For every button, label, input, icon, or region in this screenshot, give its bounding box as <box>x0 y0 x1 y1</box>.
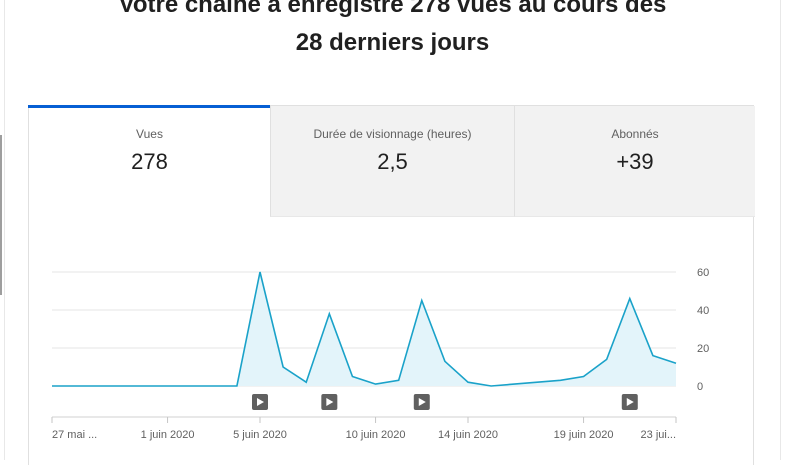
headline-line-1: Votre chaîne a enregistré 278 vues au co… <box>118 0 667 18</box>
y-tick-label: 20 <box>697 343 709 355</box>
views-line <box>52 271 677 387</box>
video-marker-icon[interactable] <box>621 394 638 410</box>
y-tick-label: 60 <box>697 267 709 279</box>
video-marker-icon[interactable] <box>413 394 430 410</box>
headline-line-2: 28 derniers jours <box>295 29 490 56</box>
video-marker-icon[interactable] <box>321 394 338 410</box>
scroll-indicator <box>0 135 2 295</box>
play-icon <box>418 398 426 406</box>
y-tick-label: 40 <box>697 305 709 317</box>
tab-watch-time-label: Durée de visionnage (heures) <box>313 127 472 141</box>
y-tick-label: 0 <box>697 381 703 393</box>
x-tick-label: 5 juin 2020 <box>233 429 287 441</box>
play-icon <box>326 398 334 406</box>
x-tick-label: 19 juin 2020 <box>554 429 614 441</box>
tab-watch-time-value: 2,5 <box>377 149 408 174</box>
tab-subscribers-label: Abonnés <box>611 127 659 141</box>
frame-border-right <box>780 0 781 460</box>
tab-subscribers[interactable]: Abonnés +39 <box>514 106 755 217</box>
tab-watch-time[interactable]: Durée de visionnage (heures) 2,5 <box>270 106 514 217</box>
x-tick-label: 23 jui... <box>641 429 676 441</box>
views-area <box>52 272 676 386</box>
tab-subscribers-value: +39 <box>616 149 654 174</box>
tab-views-label: Vues <box>136 127 163 141</box>
page-headline: Votre chaîne a enregistré 278 vues au co… <box>0 0 785 62</box>
tab-views-value: 278 <box>131 149 168 174</box>
video-marker-icon[interactable] <box>252 394 268 410</box>
x-tick-label: 1 juin 2020 <box>141 429 195 441</box>
metric-tabs: Vues 278 Durée de visionnage (heures) 2,… <box>28 105 755 217</box>
x-tick-label: 10 juin 2020 <box>346 429 406 441</box>
tab-views[interactable]: Vues 278 <box>28 105 270 217</box>
play-icon <box>257 398 264 406</box>
frame-border-left <box>4 0 5 460</box>
play-icon <box>626 398 634 406</box>
x-tick-label: 27 mai ... <box>52 429 97 441</box>
x-tick-label: 14 juin 2020 <box>438 429 498 441</box>
